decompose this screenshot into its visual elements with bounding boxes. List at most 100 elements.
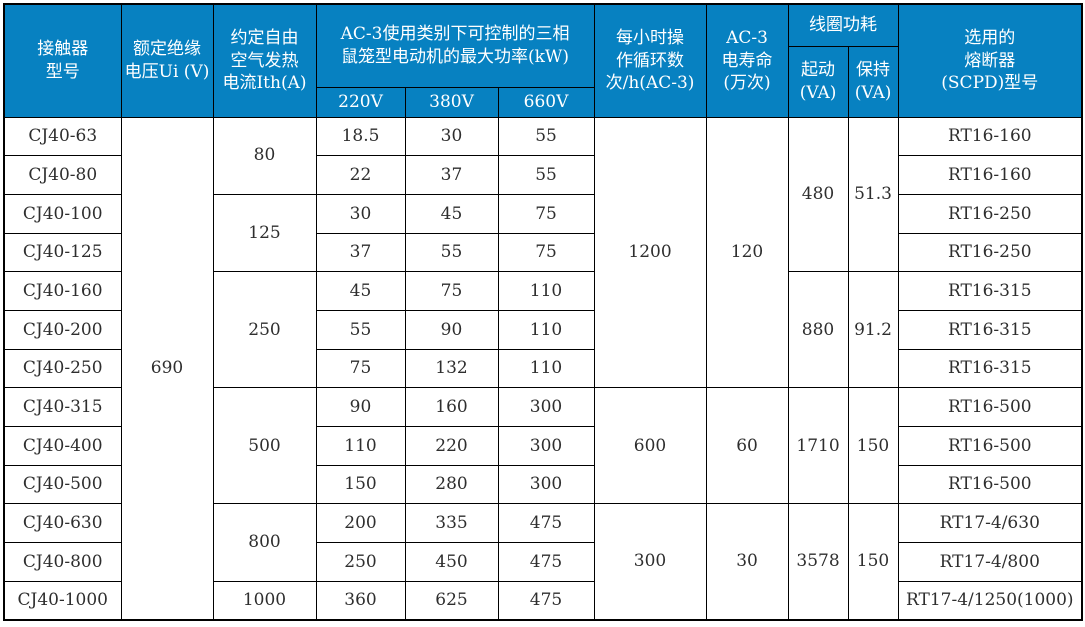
cycles-cell: 1200 — [593, 116, 707, 389]
power-380-cell: 90 — [404, 309, 499, 350]
coil-hold-cell: 51.3 — [847, 116, 899, 273]
model-cell: CJ40-630 — [3, 503, 122, 544]
fuse-cell: RT16-160 — [897, 155, 1083, 195]
fuse-cell: RT16-315 — [897, 309, 1083, 350]
power-220-cell: 75 — [315, 348, 406, 389]
life-cell: 120 — [705, 116, 789, 389]
header-power-220v: 220V — [315, 86, 406, 118]
model-cell: CJ40-80 — [3, 155, 122, 195]
power-380-cell: 75 — [404, 271, 499, 311]
power-660-cell: 55 — [497, 155, 595, 195]
ith-cell: 800 — [212, 503, 317, 582]
fuse-cell: RT16-500 — [897, 387, 1083, 427]
header-coil-start: 起动 (VA) — [787, 45, 849, 118]
table-row: CJ40-250 75 132 110 RT16-315 — [3, 348, 1083, 389]
table-row: CJ40-800 250 450 475 RT17-4/800 — [3, 542, 1083, 582]
ith-cell: 125 — [212, 193, 317, 273]
header-power-380v: 380V — [404, 86, 499, 118]
power-660-cell: 300 — [497, 426, 595, 466]
model-cell: CJ40-160 — [3, 271, 122, 311]
power-220-cell: 110 — [315, 426, 406, 466]
power-220-cell: 250 — [315, 542, 406, 582]
fuse-cell: RT16-250 — [897, 193, 1083, 234]
fuse-cell: RT16-160 — [897, 116, 1083, 157]
header-row-2: 起动 (VA) 保持 (VA) — [4, 45, 1082, 118]
fuse-cell: RT16-250 — [897, 232, 1083, 273]
power-380-cell: 625 — [404, 580, 499, 621]
power-220-cell: 22 — [315, 155, 406, 195]
fuse-cell: RT16-500 — [897, 464, 1083, 505]
power-380-cell: 37 — [404, 155, 499, 195]
contactor-spec-table: 接触器 型号 额定绝缘 电压Ui (V) 约定自由 空气发热 电流Ith(A) … — [3, 3, 1084, 621]
model-cell: CJ40-800 — [3, 542, 122, 582]
fuse-cell: RT17-4/800 — [897, 542, 1083, 582]
model-cell: CJ40-1000 — [3, 580, 122, 621]
ith-cell: 80 — [212, 116, 317, 195]
coil-hold-cell: 91.2 — [847, 271, 899, 389]
ith-cell: 500 — [212, 387, 317, 505]
power-380-cell: 280 — [404, 464, 499, 505]
fuse-cell: RT16-500 — [897, 426, 1083, 466]
header-power-660v: 660V — [497, 86, 595, 118]
fuse-cell: RT17-4/1250(1000) — [897, 580, 1083, 621]
power-380-cell: 30 — [404, 116, 499, 157]
header-operating-cycles: 每小时操 作循环数 次/h(AC-3) — [593, 3, 707, 118]
coil-start-cell: 1710 — [787, 387, 849, 505]
header-coil-hold: 保持 (VA) — [847, 45, 899, 118]
fuse-cell: RT16-315 — [897, 271, 1083, 311]
table-row: CJ40-125 37 55 75 RT16-250 — [3, 232, 1083, 273]
insulation-voltage-cell: 690 — [120, 116, 214, 621]
ith-cell: 250 — [212, 271, 317, 389]
power-380-cell: 45 — [404, 193, 499, 234]
power-220-cell: 30 — [315, 193, 406, 234]
power-660-cell: 475 — [497, 580, 595, 621]
power-380-cell: 132 — [404, 348, 499, 389]
header-power-group: AC-3使用类别下可控制的三相 鼠笼型电动机的最大功率(kW) — [315, 3, 595, 88]
power-660-cell: 110 — [497, 309, 595, 350]
coil-hold-cell: 150 — [847, 503, 899, 621]
power-380-cell: 450 — [404, 542, 499, 582]
table-row: CJ40-160 250 45 75 110 880 91.2 RT16-315 — [3, 271, 1083, 389]
power-220-cell: 150 — [315, 464, 406, 505]
coil-start-cell: 880 — [787, 271, 849, 389]
header-fuse-model: 选用的 熔断器 (SCPD)型号 — [897, 3, 1083, 118]
life-cell: 30 — [705, 503, 789, 621]
model-cell: CJ40-315 — [3, 387, 122, 427]
power-660-cell: 75 — [497, 193, 595, 234]
model-cell: CJ40-500 — [3, 464, 122, 505]
life-cell: 60 — [705, 387, 789, 505]
model-cell: CJ40-400 — [3, 426, 122, 466]
fuse-cell: RT16-315 — [897, 348, 1083, 389]
header-contactor-model: 接触器 型号 — [3, 3, 122, 118]
power-380-cell: 335 — [404, 503, 499, 544]
table-row: CJ40-1000 1000 360 625 475 RT17-4/1250(1… — [3, 580, 1083, 621]
header-row-1: 接触器 型号 额定绝缘 电压Ui (V) 约定自由 空气发热 电流Ith(A) … — [3, 3, 1083, 118]
table-row: CJ40-63 690 80 18.5 30 55 1200 120 480 5… — [3, 116, 1083, 621]
table-row: CJ40-500 150 280 300 RT16-500 — [3, 464, 1083, 505]
header-coil-power-group: 线圈功耗 — [787, 3, 899, 47]
power-660-cell: 475 — [497, 503, 595, 544]
table-body: CJ40-63 690 80 18.5 30 55 1200 120 480 5… — [3, 116, 1083, 621]
fuse-cell: RT17-4/630 — [897, 503, 1083, 544]
table-header: 接触器 型号 额定绝缘 电压Ui (V) 约定自由 空气发热 电流Ith(A) … — [3, 3, 1083, 118]
power-220-cell: 360 — [315, 580, 406, 621]
cycles-cell: 300 — [593, 503, 707, 621]
power-220-cell: 45 — [315, 271, 406, 311]
power-660-cell: 110 — [497, 348, 595, 389]
table-row: CJ40-200 55 90 110 RT16-315 — [3, 309, 1083, 350]
power-220-cell: 37 — [315, 232, 406, 273]
power-220-cell: 200 — [315, 503, 406, 544]
model-cell: CJ40-100 — [3, 193, 122, 234]
table-row: CJ40-630 800 200 335 475 300 30 3578 150… — [3, 503, 1083, 621]
power-660-cell: 475 — [497, 542, 595, 582]
power-660-cell: 55 — [497, 116, 595, 157]
table-row: CJ40-80 22 37 55 RT16-160 — [3, 155, 1083, 195]
coil-hold-cell: 150 — [847, 387, 899, 505]
model-cell: CJ40-63 — [3, 116, 122, 157]
power-380-cell: 220 — [404, 426, 499, 466]
power-660-cell: 110 — [497, 271, 595, 311]
power-660-cell: 300 — [497, 464, 595, 505]
coil-start-cell: 3578 — [787, 503, 849, 621]
model-cell: CJ40-200 — [3, 309, 122, 350]
